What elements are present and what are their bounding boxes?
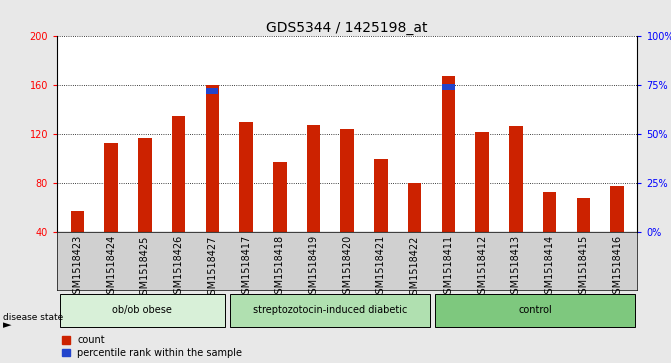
Bar xyxy=(273,163,287,232)
Text: GSM1518417: GSM1518417 xyxy=(241,235,251,301)
Bar xyxy=(205,85,219,232)
FancyBboxPatch shape xyxy=(230,294,430,327)
Bar xyxy=(442,76,455,232)
Bar xyxy=(611,186,624,232)
Text: GSM1518413: GSM1518413 xyxy=(511,235,521,300)
Bar xyxy=(240,122,253,232)
Bar xyxy=(543,192,556,232)
Bar xyxy=(340,129,354,232)
Text: GSM1518427: GSM1518427 xyxy=(207,235,217,301)
Bar xyxy=(442,84,454,90)
Legend: count, percentile rank within the sample: count, percentile rank within the sample xyxy=(62,335,242,358)
Text: GSM1518422: GSM1518422 xyxy=(410,235,420,301)
Bar xyxy=(408,183,421,232)
Text: ►: ► xyxy=(3,320,12,330)
Text: GSM1518421: GSM1518421 xyxy=(376,235,386,301)
Text: GSM1518414: GSM1518414 xyxy=(545,235,555,300)
FancyBboxPatch shape xyxy=(435,294,635,327)
Text: GSM1518425: GSM1518425 xyxy=(140,235,150,301)
Title: GDS5344 / 1425198_at: GDS5344 / 1425198_at xyxy=(266,21,428,35)
Text: GSM1518423: GSM1518423 xyxy=(72,235,83,301)
Text: streptozotocin-induced diabetic: streptozotocin-induced diabetic xyxy=(253,305,407,315)
Text: GSM1518420: GSM1518420 xyxy=(342,235,352,301)
Text: ob/ob obese: ob/ob obese xyxy=(113,305,172,315)
Bar xyxy=(70,212,84,232)
Bar xyxy=(104,143,118,232)
Text: GSM1518415: GSM1518415 xyxy=(578,235,588,301)
Text: GSM1518416: GSM1518416 xyxy=(612,235,622,300)
Bar xyxy=(172,116,185,232)
Text: GSM1518411: GSM1518411 xyxy=(444,235,454,300)
Text: GSM1518419: GSM1518419 xyxy=(309,235,319,300)
Bar xyxy=(509,126,523,232)
Bar xyxy=(476,132,489,232)
Bar xyxy=(307,125,320,232)
Text: GSM1518418: GSM1518418 xyxy=(274,235,285,300)
Bar xyxy=(206,88,218,94)
Text: GSM1518412: GSM1518412 xyxy=(477,235,487,301)
Bar xyxy=(374,159,388,232)
Text: disease state: disease state xyxy=(3,313,64,322)
Text: GSM1518424: GSM1518424 xyxy=(106,235,116,301)
Text: GSM1518426: GSM1518426 xyxy=(174,235,183,301)
Text: control: control xyxy=(518,305,552,315)
Bar xyxy=(138,138,152,232)
Bar xyxy=(576,198,590,232)
FancyBboxPatch shape xyxy=(60,294,225,327)
